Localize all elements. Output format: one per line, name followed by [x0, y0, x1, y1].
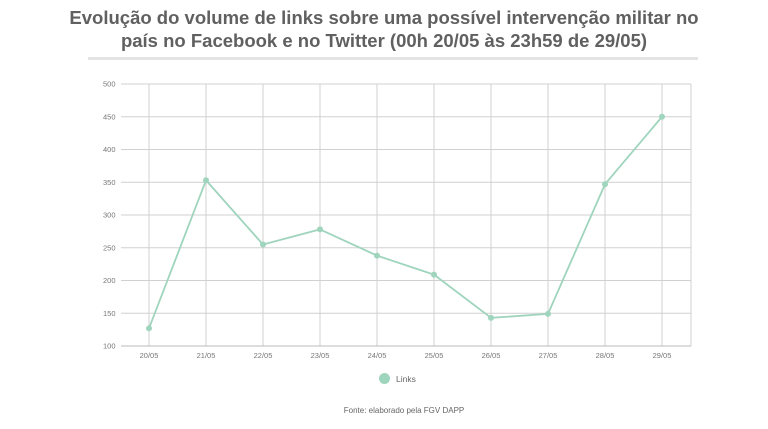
y-tick-label-450: 450 [103, 112, 116, 121]
data-point-24-05 [374, 252, 380, 259]
source-note: Fonte: elaborado pela FGV DAPP [343, 406, 465, 415]
legend: Links [379, 373, 416, 384]
x-tick-label-3: 23/05 [311, 351, 330, 360]
legend-swatch-links [379, 373, 390, 384]
data-point-29-05 [659, 113, 665, 120]
legend-label-links: Links [396, 373, 416, 384]
series-line-0 [148, 116, 663, 329]
x-tick-label-7: 27/05 [539, 351, 558, 360]
y-tick-label-150: 150 [103, 309, 116, 318]
x-tick-label-9: 29/05 [653, 351, 672, 360]
x-tick-label-1: 21/05 [197, 351, 216, 360]
series-links [146, 113, 665, 332]
chart-title: Evolução do volume de links sobre uma po… [0, 6, 768, 52]
data-point-23-05 [317, 226, 323, 233]
chart-title-line-2: país no Facebook e no Twitter (00h 20/05… [120, 30, 648, 51]
grid-lines [121, 83, 692, 347]
data-point-25-05 [431, 271, 437, 278]
data-point-26-05 [488, 314, 494, 321]
data-point-20-05 [146, 325, 152, 332]
y-tick-label-350: 350 [103, 178, 116, 187]
y-tick-label-400: 400 [103, 145, 116, 154]
x-tick-label-5: 25/05 [425, 351, 444, 360]
x-tick-label-6: 26/05 [482, 351, 501, 360]
y-tick-label-100: 100 [103, 342, 116, 351]
x-tick-label-4: 24/05 [368, 351, 387, 360]
x-tick-label-2: 22/05 [254, 351, 273, 360]
chart-title-line-1: Evolução do volume de links sobre uma po… [69, 7, 699, 28]
title-divider [88, 57, 698, 60]
y-tick-label-500: 500 [103, 80, 116, 89]
data-point-27-05 [545, 310, 551, 317]
y-tick-label-300: 300 [103, 211, 116, 220]
data-point-21-05 [203, 177, 209, 184]
x-tick-label-0: 20/05 [140, 351, 159, 360]
x-axis-ticks: 20/05 21/05 22/05 23/05 24/05 25/05 26/05 27/05… [140, 351, 672, 360]
y-axis-ticks: 100 150 200 250 300 350 400 450 500 [103, 80, 116, 351]
data-point-28-05 [602, 181, 608, 188]
y-tick-label-250: 250 [103, 243, 116, 252]
x-tick-label-8: 28/05 [596, 351, 615, 360]
y-tick-label-200: 200 [103, 276, 116, 285]
data-point-22-05 [260, 241, 266, 248]
